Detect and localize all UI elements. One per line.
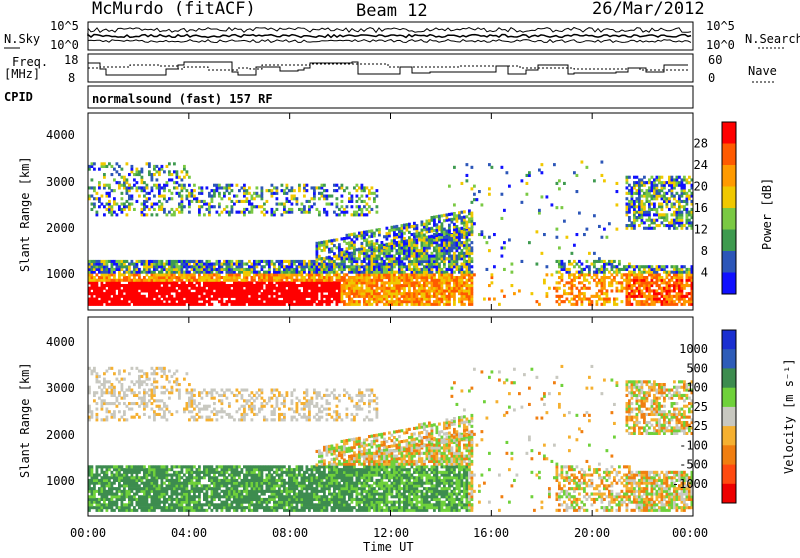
station-title: McMurdo (fitACF) [92, 0, 256, 19]
cbar-tick: 28 [694, 137, 708, 151]
noise-traces [88, 28, 691, 43]
velocity-panel: 4000 3000 2000 1000 Slant Range [km] 100… [18, 317, 796, 516]
vel-ytick-3000: 3000 [46, 381, 75, 395]
cbar-tick: 20 [694, 180, 708, 194]
noise-tick-right-top: 10^5 [706, 19, 735, 33]
vel-ytick-4000: 4000 [46, 335, 75, 349]
noise-tick-left-bottom: 10^0 [50, 38, 79, 52]
xtick-3: 12:00 [373, 526, 409, 540]
power-ytick-1000: 1000 [46, 267, 75, 281]
noise-tick-right-bottom: 10^0 [706, 38, 735, 52]
freq-traces [88, 62, 688, 75]
freq-panel: Freq. [MHz] 18 8 60 0 Nave [4, 53, 777, 85]
xtick-5: 20:00 [574, 526, 610, 540]
power-heatmap [88, 161, 693, 306]
xtick-6: 00:00 [672, 526, 708, 540]
power-colorbar: 28 24 20 16 12 8 4 [694, 122, 736, 295]
cbar-tick: 24 [694, 158, 708, 172]
cbar-tick: 4 [701, 266, 708, 280]
cpid-panel: CPID normalsound (fast) 157 RF [4, 86, 693, 108]
freq-tick-bottom: 8 [68, 71, 75, 85]
cbar-tick: -100 [679, 438, 708, 452]
noise-right-label: N.Search [745, 32, 800, 46]
vel-ytick-1000: 1000 [46, 474, 75, 488]
cbar-tick: 25 [694, 400, 708, 414]
cbar-tick: 500 [686, 361, 708, 375]
cbar-tick: 100 [686, 381, 708, 395]
vel-ylabel: Slant Range [km] [18, 362, 32, 478]
power-ytick-2000: 2000 [46, 221, 75, 235]
power-ytick-4000: 4000 [46, 128, 75, 142]
velocity-heatmap [88, 365, 693, 512]
nave-label: Nave [748, 64, 777, 78]
nave-tick-bottom: 0 [708, 71, 715, 85]
cbar-tick: -25 [686, 419, 708, 433]
cbar-tick: -1000 [672, 477, 708, 491]
cpid-label: CPID [4, 90, 33, 104]
x-axis: 00:00 04:00 08:00 12:00 16:00 20:00 00:0… [70, 526, 708, 540]
cbar-tick: 1000 [679, 342, 708, 356]
x-axis-label: Time UT [363, 540, 414, 554]
vel-cbar-label: Velocity [m s⁻¹] [782, 358, 796, 474]
xtick-2: 08:00 [272, 526, 308, 540]
freq-tick-top: 18 [64, 53, 78, 67]
power-cbar-label: Power [dB] [760, 178, 774, 250]
beam-title: Beam 12 [356, 1, 428, 21]
xtick-0: 00:00 [70, 526, 106, 540]
xtick-4: 16:00 [473, 526, 509, 540]
cbar-tick: 12 [694, 223, 708, 237]
noise-left-label: N.Sky [4, 32, 40, 46]
cbar-tick: 8 [701, 244, 708, 258]
noise-tick-left-top: 10^5 [50, 19, 79, 33]
noise-panel: N.Sky 10^5 10^0 10^5 10^0 N.Search [4, 19, 800, 52]
freq-label-2: [MHz] [4, 67, 40, 81]
cbar-tick: 16 [694, 201, 708, 215]
vel-ytick-2000: 2000 [46, 428, 75, 442]
nave-tick-top: 60 [708, 53, 722, 67]
xtick-1: 04:00 [171, 526, 207, 540]
date-title: 26/Mar/2012 [592, 0, 705, 19]
cbar-tick: -500 [679, 458, 708, 472]
power-ytick-3000: 3000 [46, 175, 75, 189]
cpid-text: normalsound (fast) 157 RF [92, 92, 273, 106]
power-panel: 4000 3000 2000 1000 Slant Range [km] 282… [18, 113, 774, 310]
power-ylabel: Slant Range [km] [18, 156, 32, 272]
